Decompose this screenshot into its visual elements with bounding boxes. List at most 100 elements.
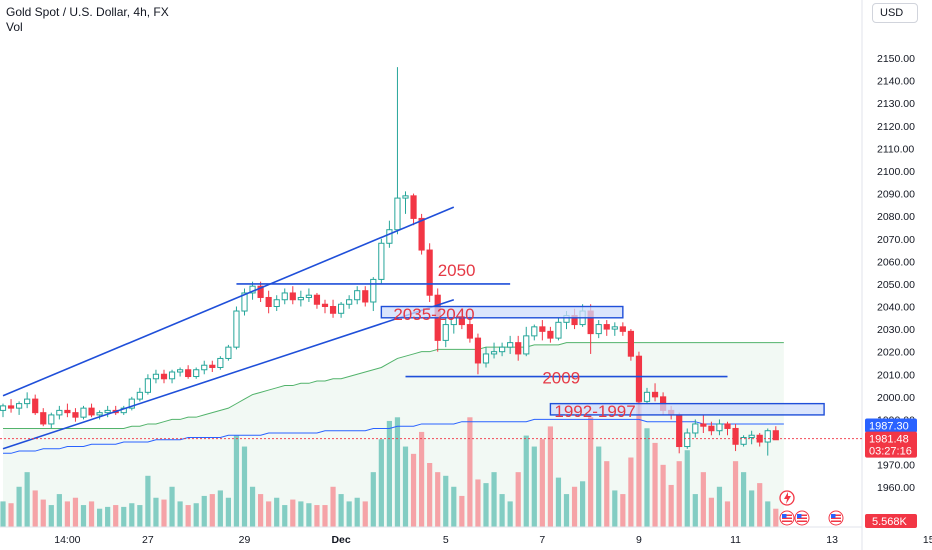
candle-body-down — [474, 337, 482, 364]
candle — [32, 394, 39, 415]
volume-bar — [290, 499, 296, 527]
candle — [305, 288, 312, 302]
volume-bar — [531, 446, 537, 527]
time-tick-label: 5 — [443, 534, 449, 546]
volume-bar — [563, 494, 570, 527]
candle-body-up — [152, 373, 160, 380]
candle — [193, 367, 200, 379]
candle-body-up — [490, 351, 498, 355]
volume-bar — [692, 494, 698, 527]
volume-bar — [491, 472, 497, 527]
zone-label: 1992-1997 — [554, 402, 635, 421]
candle-body-up — [233, 310, 240, 348]
price-axis[interactable]: 2150.00 2140.00 2130.00 2120.00 2110.00 2100.… — [877, 53, 915, 494]
candle-body-down — [185, 369, 192, 378]
candle-body-up — [104, 409, 111, 414]
candle-body-up — [96, 412, 103, 416]
volume-bar — [644, 428, 650, 527]
time-axis[interactable]: 14:00 27 29 Dec 5 7 9 11 13 15 — [54, 534, 932, 546]
volume-bar — [169, 486, 175, 527]
candle-body-up — [128, 398, 135, 409]
candle — [362, 286, 369, 307]
candle-body-up — [507, 342, 514, 348]
candle — [603, 320, 610, 336]
price-tick-label: 2130.00 — [877, 98, 915, 110]
time-tick-label: 15 — [923, 534, 932, 546]
volume-bar — [193, 503, 199, 527]
volume-bar — [467, 417, 473, 527]
candle-body-up — [80, 407, 87, 418]
candle — [273, 295, 280, 312]
volume-bar — [620, 494, 626, 527]
volume-bar — [354, 497, 360, 527]
volume-bar — [523, 435, 529, 527]
event-icons[interactable] — [779, 490, 844, 526]
candle — [96, 410, 103, 420]
chart-legend: Gold Spot / U.S. Dollar, 4h, FX Vol — [6, 5, 169, 35]
candle-body-up — [225, 346, 232, 359]
candle — [289, 286, 296, 305]
candle — [72, 408, 79, 422]
candle — [354, 286, 361, 305]
supply-demand-zone — [549, 402, 825, 416]
volume-label[interactable]: Vol — [6, 20, 23, 34]
volume-bar — [88, 501, 95, 527]
candle — [724, 421, 731, 436]
candle — [338, 301, 345, 318]
volume-bar — [217, 490, 223, 527]
candle-body-up — [764, 430, 771, 443]
volume-bar — [201, 495, 207, 527]
candle-body-down — [627, 330, 634, 357]
candle-body-up — [394, 197, 401, 231]
candle-body-up — [168, 371, 176, 380]
volume-bar — [282, 505, 288, 527]
candle-body-down — [289, 292, 296, 301]
candle — [772, 426, 779, 441]
candle-body-down — [7, 405, 15, 409]
price-tick-label: 1970.00 — [877, 460, 915, 472]
volume-bar — [596, 446, 602, 527]
candle-body-up — [611, 326, 618, 330]
volume-bar — [16, 486, 22, 527]
us-flag-icon[interactable] — [794, 510, 810, 526]
price-tick-label: 2120.00 — [877, 121, 915, 133]
candle — [0, 403, 7, 418]
candle — [547, 326, 554, 343]
volume-bar — [475, 479, 481, 527]
volume-bar — [40, 499, 46, 527]
candle — [394, 67, 401, 235]
candle — [499, 342, 506, 357]
volume-bar — [0, 501, 6, 527]
volume-bar — [394, 417, 401, 527]
candle-body-down — [64, 409, 71, 414]
candle-body-down — [321, 303, 329, 308]
us-flag-icon[interactable] — [828, 510, 844, 526]
drawings[interactable]: 2035-2040 1992-1997 2050 2009 — [2, 206, 825, 450]
volume-bar — [121, 506, 127, 527]
candle-body-down — [732, 427, 739, 445]
volume-bar — [370, 472, 376, 527]
currency-button[interactable]: USD — [872, 3, 918, 23]
candle — [507, 335, 514, 354]
volume-bar — [765, 501, 771, 527]
volume-bar — [684, 450, 690, 527]
volume-bar — [225, 497, 231, 527]
symbol-title[interactable]: Gold Spot / U.S. Dollar, 4h, FX — [6, 5, 169, 19]
candle — [732, 423, 739, 452]
price-tick-label: 2030.00 — [877, 324, 915, 336]
volume-bar — [636, 399, 642, 527]
volume-bar — [741, 472, 747, 527]
price-tick-label: 2110.00 — [877, 143, 914, 155]
volume-bar — [716, 486, 723, 527]
candle-body-down — [708, 425, 715, 432]
candle-body-up — [305, 294, 312, 298]
trend-channel-line — [2, 298, 455, 450]
volume-bar — [338, 494, 344, 527]
candle — [482, 347, 490, 368]
volume-bar — [97, 508, 103, 527]
us-flag-icon[interactable] — [779, 510, 795, 526]
candle-body-up — [482, 353, 490, 364]
candle — [7, 399, 15, 413]
price-tick-label: 2010.00 — [877, 369, 915, 381]
